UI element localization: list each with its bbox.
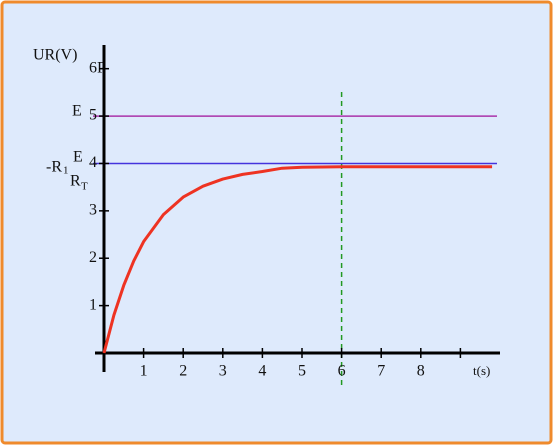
hline-label: R (70, 173, 81, 190)
x-tick-label: 5 (298, 363, 306, 380)
x-axis-label: t(s) (473, 363, 490, 378)
hline-label: 1 (63, 165, 69, 177)
hline-label: -R (46, 159, 62, 176)
x-tick-label: 7 (377, 363, 385, 380)
hline-label: E (72, 103, 82, 120)
y-tick-label: 3 (89, 202, 97, 219)
data-line (102, 165, 493, 354)
y-tick-label: 6 (89, 59, 97, 76)
y-axis-label: UR(V) (33, 47, 77, 64)
y-tick-label: 4 (89, 154, 97, 171)
x-tick-label: 4 (258, 363, 266, 380)
y-tick-label: 5 (89, 107, 97, 124)
y-tick-label: 2 (89, 249, 97, 266)
x-tick-label: 3 (219, 363, 227, 380)
x-tick-label: 6 (338, 363, 346, 380)
x-tick-label: 2 (179, 363, 187, 380)
y-tick-label: 1 (89, 296, 97, 313)
x-tick-label: 1 (140, 363, 148, 380)
hline-label: E (73, 149, 83, 166)
hline-label: T (81, 181, 88, 193)
x-tick-label: 8 (417, 363, 425, 380)
